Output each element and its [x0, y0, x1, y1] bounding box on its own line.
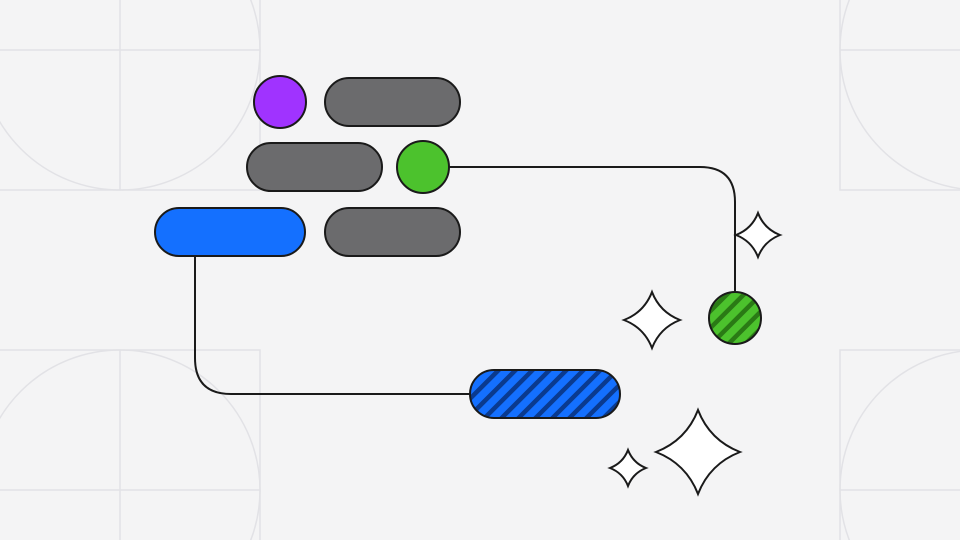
pill-gray-3 — [325, 208, 460, 256]
background — [0, 0, 960, 540]
pill-gray-1 — [325, 78, 460, 126]
pill-blue-hatched — [470, 370, 620, 418]
circle-green-hatched — [709, 292, 761, 344]
pill-blue — [155, 208, 305, 256]
circle-purple — [254, 76, 306, 128]
diagram-canvas — [0, 0, 960, 540]
pill-gray-2 — [247, 143, 382, 191]
circle-green — [397, 141, 449, 193]
